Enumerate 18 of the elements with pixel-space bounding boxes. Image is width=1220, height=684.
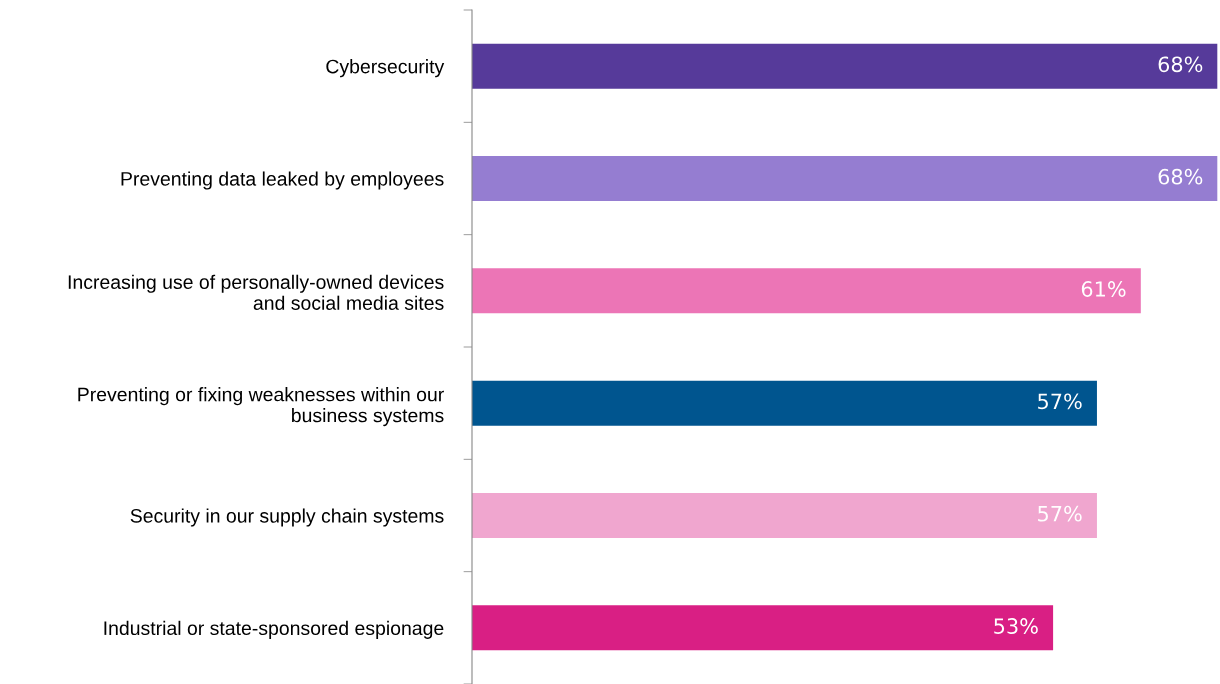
bar	[472, 605, 1054, 651]
data-label: 57%	[1038, 393, 1082, 410]
data-label: 57%	[1038, 505, 1082, 522]
bar	[472, 156, 1218, 201]
data-label: 68%	[1158, 56, 1203, 73]
y-tick-label: Preventing data leaked by employees	[121, 171, 444, 190]
data-label: 61%	[1081, 281, 1126, 297]
y-tick-label: Preventing or fixing weaknesses within our business systems	[78, 387, 444, 427]
bar	[472, 493, 1097, 538]
bar	[472, 43, 1218, 89]
y-tick-label: Industrial or state-sponsored espionage	[104, 620, 444, 639]
y-tick-label: Security in our supply chain systems	[130, 508, 444, 527]
data-label: 53%	[994, 618, 1038, 634]
data-label: 68%	[1158, 168, 1203, 185]
bar	[472, 380, 1097, 426]
y-tick-label: Increasing use of personally-owned devices and social media sites	[68, 274, 444, 310]
bar	[472, 268, 1141, 314]
y-tick-label: Cybersecurity	[326, 59, 445, 78]
